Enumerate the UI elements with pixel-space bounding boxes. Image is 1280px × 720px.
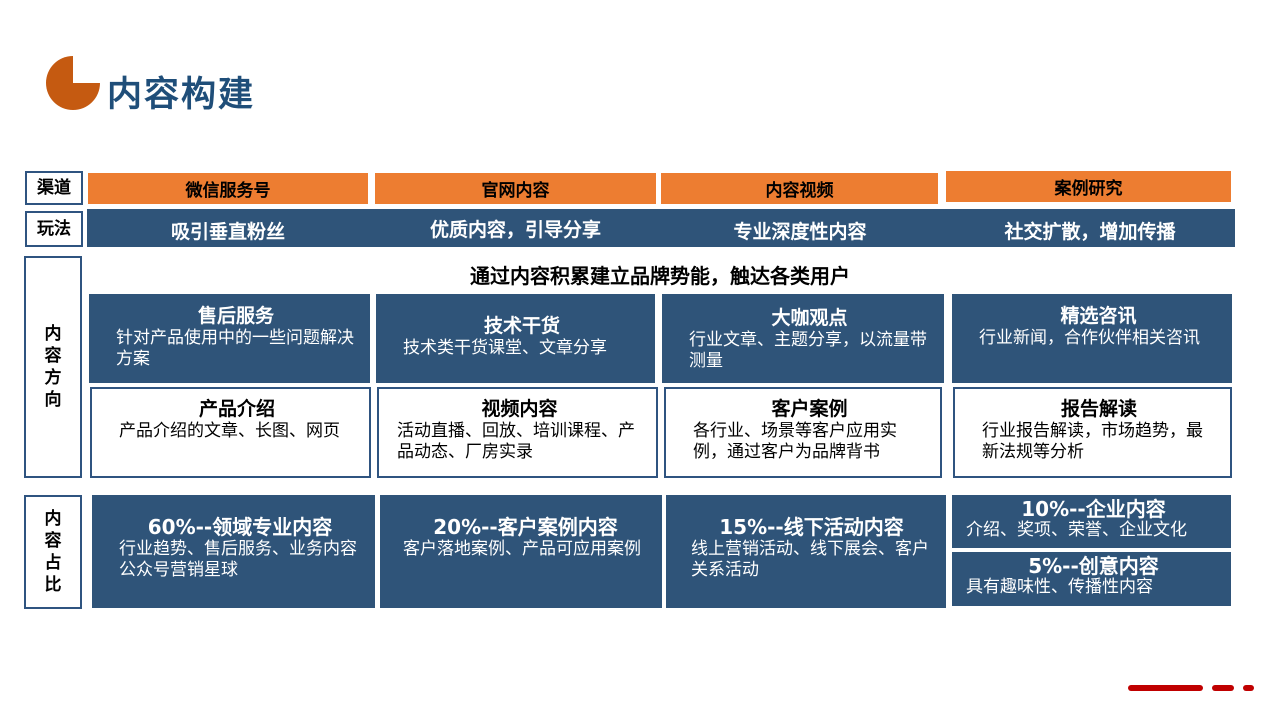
card-desc: 活动直播、回放、培训课程、产品动态、厂房实录: [397, 421, 635, 462]
label-channel: 渠道: [25, 171, 83, 205]
card-title: 5%--创意内容: [1028, 554, 1159, 578]
direction-card: 产品介绍 产品介绍的文章、长图、网页: [90, 387, 371, 478]
card-title: 客户案例: [771, 398, 848, 420]
direction-card: 报告解读 行业报告解读，市场趋势，最新法规等分析: [953, 387, 1232, 478]
ratio-card: 15%--线下活动内容 线上营销活动、线下展会、客户关系活动: [666, 495, 946, 608]
card-title: 大咖观点: [771, 307, 848, 329]
direction-heading: 通过内容积累建立品牌势能，触达各类用户: [470, 264, 850, 288]
label-ratio: 内容占比: [24, 495, 82, 609]
card-desc: 各行业、场景等客户应用实例，通过客户为品牌背书: [693, 421, 897, 462]
direction-card: 视频内容 活动直播、回放、培训课程、产品动态、厂房实录: [377, 387, 658, 478]
ratio-card: 60%--领域专业内容 行业趋势、售后服务、业务内容公众号营销星球: [92, 495, 375, 608]
card-desc: 产品介绍的文章、长图、网页: [119, 421, 340, 441]
play-0: 吸引垂直粉丝: [170, 220, 285, 243]
label-play: 玩法: [25, 211, 83, 247]
direction-card: 技术干货 技术类干货课堂、文章分享: [376, 294, 655, 383]
channel-website: 官网内容: [375, 173, 656, 204]
card-title: 精选咨讯: [1060, 305, 1137, 327]
card-title: 产品介绍: [198, 398, 275, 420]
card-desc: 介绍、奖项、荣誉、企业文化: [966, 520, 1187, 540]
card-desc: 客户落地案例、产品可应用案例: [403, 539, 641, 559]
card-title: 20%--客户案例内容: [433, 515, 618, 539]
card-desc: 技术类干货课堂、文章分享: [403, 338, 607, 358]
card-desc: 行业趋势、售后服务、业务内容公众号营销星球: [119, 539, 357, 580]
channel-case: 案例研究: [946, 171, 1231, 202]
label-direction: 内容方向: [24, 256, 82, 478]
card-title: 售后服务: [197, 305, 274, 327]
card-desc: 具有趣味性、传播性内容: [966, 577, 1153, 597]
card-title: 视频内容: [481, 398, 558, 420]
pie-logo-icon: [46, 56, 100, 110]
decorative-dash: [1212, 685, 1234, 691]
card-desc: 行业新闻，合作伙伴相关咨讯: [979, 328, 1200, 348]
decorative-dash: [1128, 685, 1203, 691]
direction-card: 客户案例 各行业、场景等客户应用实例，通过客户为品牌背书: [664, 387, 942, 478]
ratio-card: 20%--客户案例内容 客户落地案例、产品可应用案例: [380, 495, 662, 608]
card-desc: 针对产品使用中的一些问题解决方案: [116, 328, 354, 369]
play-row: [87, 209, 1235, 247]
card-title: 15%--线下活动内容: [719, 515, 904, 539]
ratio-card: 10%--企业内容 介绍、奖项、荣誉、企业文化: [952, 495, 1231, 548]
channel-video: 内容视频: [661, 173, 938, 204]
card-desc: 线上营销活动、线下展会、客户关系活动: [691, 539, 929, 580]
direction-card: 售后服务 针对产品使用中的一些问题解决方案: [89, 294, 370, 383]
direction-card: 精选咨讯 行业新闻，合作伙伴相关咨讯: [952, 294, 1232, 383]
play-3: 社交扩散，增加传播: [1004, 220, 1176, 243]
card-title: 技术干货: [483, 315, 560, 337]
card-desc: 行业文章、主题分享，以流量带测量: [689, 330, 927, 371]
card-title: 报告解读: [1060, 398, 1137, 420]
card-title: 60%--领域专业内容: [147, 515, 333, 539]
direction-card: 大咖观点 行业文章、主题分享，以流量带测量: [662, 294, 944, 383]
card-desc: 行业报告解读，市场趋势，最新法规等分析: [982, 421, 1203, 462]
card-title: 10%--企业内容: [1021, 497, 1166, 521]
page-title: 内容构建: [107, 75, 256, 115]
channel-wechat: 微信服务号: [88, 173, 368, 204]
play-1: 优质内容，引导分享: [429, 218, 601, 241]
ratio-card: 5%--创意内容 具有趣味性、传播性内容: [952, 552, 1231, 606]
play-2: 专业深度性内容: [733, 220, 867, 243]
decorative-dot: [1243, 685, 1254, 691]
